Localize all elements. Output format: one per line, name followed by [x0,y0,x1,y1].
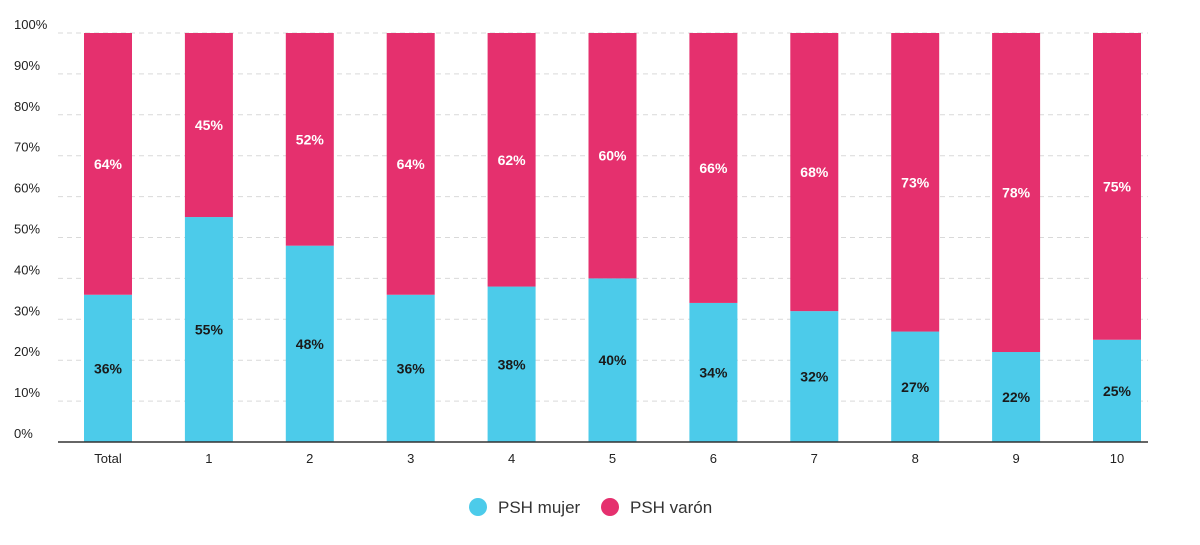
legend-item-psh-var-n: PSH varón [601,498,712,517]
legend-label: PSH varón [630,498,712,517]
data-label-psh-mujer: 22% [1002,389,1031,405]
data-label-psh-var-n: 52% [296,131,325,147]
legend-item-psh-mujer: PSH mujer [469,498,581,517]
bar-psh-var-n [588,33,637,279]
data-label-psh-var-n: 66% [699,160,728,176]
x-tick-label: 1 [205,451,212,466]
bar-psh-var-n [891,33,940,332]
bar-psh-mujer [891,331,940,442]
y-tick-label: 60% [14,181,40,196]
x-tick-label: 4 [508,451,515,466]
data-label-psh-mujer: 36% [397,360,426,376]
x-tick-label: 6 [710,451,717,466]
bar-psh-mujer [588,278,637,442]
x-tick-label: 8 [912,451,919,466]
bar-psh-var-n [790,33,839,312]
y-tick-label: 80% [14,99,40,114]
data-label-psh-var-n: 62% [498,152,527,168]
data-label-psh-mujer: 48% [296,336,325,352]
x-tick-label: 7 [811,451,818,466]
bar-psh-var-n [992,33,1041,353]
legend: PSH mujer PSH varón [469,498,712,517]
bar-psh-mujer [790,311,839,442]
x-tick-label: 5 [609,451,616,466]
bar-psh-mujer [992,352,1041,442]
x-tick-label: Total [94,451,122,466]
data-label-psh-mujer: 36% [94,360,123,376]
y-tick-label: 10% [14,385,40,400]
bar-psh-var-n [386,33,435,295]
data-label-psh-mujer: 40% [598,352,627,368]
y-tick-label: 70% [14,140,40,155]
bar-psh-var-n [184,33,233,218]
y-tick-label: 30% [14,303,40,318]
data-label-psh-var-n: 78% [1002,185,1031,201]
bar-psh-mujer [285,245,334,442]
y-tick-label: 20% [14,344,40,359]
data-label-psh-mujer: 32% [800,369,829,385]
bar-psh-mujer [689,302,738,442]
x-tick-label: 2 [306,451,313,466]
x-tick-label: 3 [407,451,414,466]
axis-layer: 0% 10% 20% 30% 40% 50% 60% 70% 80% 90% 100% Total 1 2… [14,17,1148,466]
data-label-psh-mujer: 38% [498,356,527,372]
data-label-psh-mujer: 25% [1103,383,1132,399]
bar-psh-mujer [184,217,233,442]
x-tick-label: 9 [1012,451,1019,466]
labels-layer: 36% 64% 55% 45% 48% 52% 36% 64% 38% 62% 40% 60% 34% 6… [94,117,1132,405]
data-label-psh-mujer: 34% [699,364,728,380]
data-label-psh-var-n: 73% [901,174,930,190]
data-label-psh-var-n: 68% [800,164,829,180]
bar-psh-var-n [285,33,334,246]
x-tick-label: 10 [1110,451,1124,466]
bar-psh-mujer [386,294,435,442]
y-tick-label: 90% [14,58,40,73]
bar-psh-mujer [487,286,536,442]
y-tick-label: 0% [14,426,33,441]
bar-psh-var-n [84,33,132,295]
data-label-psh-var-n: 60% [598,148,627,164]
legend-swatch [601,498,619,516]
data-label-psh-mujer: 27% [901,379,930,395]
data-label-psh-mujer: 55% [195,322,224,338]
bar-psh-mujer [1093,339,1141,442]
data-label-psh-var-n: 45% [195,117,224,133]
bars-layer [84,33,1141,442]
bar-psh-var-n [487,33,536,287]
bar-psh-var-n [689,33,738,303]
y-tick-label: 40% [14,262,40,277]
bar-psh-var-n [1093,33,1141,340]
legend-swatch [469,498,487,516]
data-label-psh-var-n: 64% [94,156,123,172]
legend-label: PSH mujer [498,498,581,517]
y-tick-label: 50% [14,222,40,237]
y-tick-label: 100% [14,17,48,32]
data-label-psh-var-n: 75% [1103,178,1132,194]
bar-psh-mujer [84,294,132,442]
data-label-psh-var-n: 64% [397,156,426,172]
